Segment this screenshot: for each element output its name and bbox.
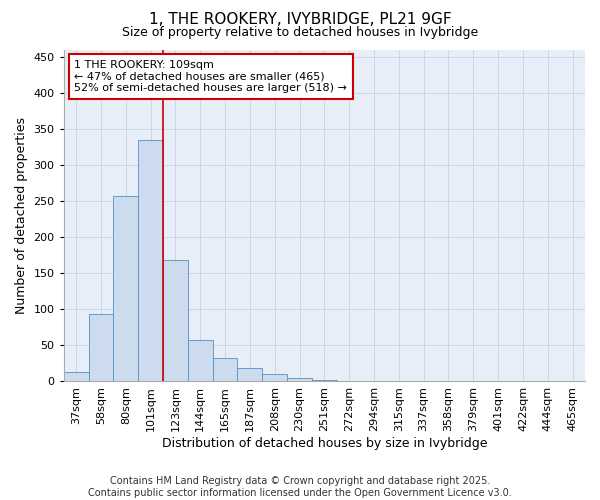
Bar bbox=[312, 380, 337, 382]
Y-axis label: Number of detached properties: Number of detached properties bbox=[15, 117, 28, 314]
Bar bbox=[238, 368, 262, 382]
Bar bbox=[337, 380, 362, 382]
Bar bbox=[287, 378, 312, 382]
X-axis label: Distribution of detached houses by size in Ivybridge: Distribution of detached houses by size … bbox=[161, 437, 487, 450]
Text: Contains HM Land Registry data © Crown copyright and database right 2025.
Contai: Contains HM Land Registry data © Crown c… bbox=[88, 476, 512, 498]
Bar bbox=[138, 140, 163, 382]
Bar bbox=[163, 260, 188, 382]
Bar bbox=[188, 340, 212, 382]
Text: Size of property relative to detached houses in Ivybridge: Size of property relative to detached ho… bbox=[122, 26, 478, 39]
Text: 1 THE ROOKERY: 109sqm
← 47% of detached houses are smaller (465)
52% of semi-det: 1 THE ROOKERY: 109sqm ← 47% of detached … bbox=[74, 60, 347, 93]
Bar bbox=[64, 372, 89, 382]
Bar bbox=[386, 380, 411, 382]
Bar bbox=[212, 358, 238, 382]
Bar bbox=[89, 314, 113, 382]
Text: 1, THE ROOKERY, IVYBRIDGE, PL21 9GF: 1, THE ROOKERY, IVYBRIDGE, PL21 9GF bbox=[149, 12, 451, 28]
Bar bbox=[113, 196, 138, 382]
Bar bbox=[262, 374, 287, 382]
